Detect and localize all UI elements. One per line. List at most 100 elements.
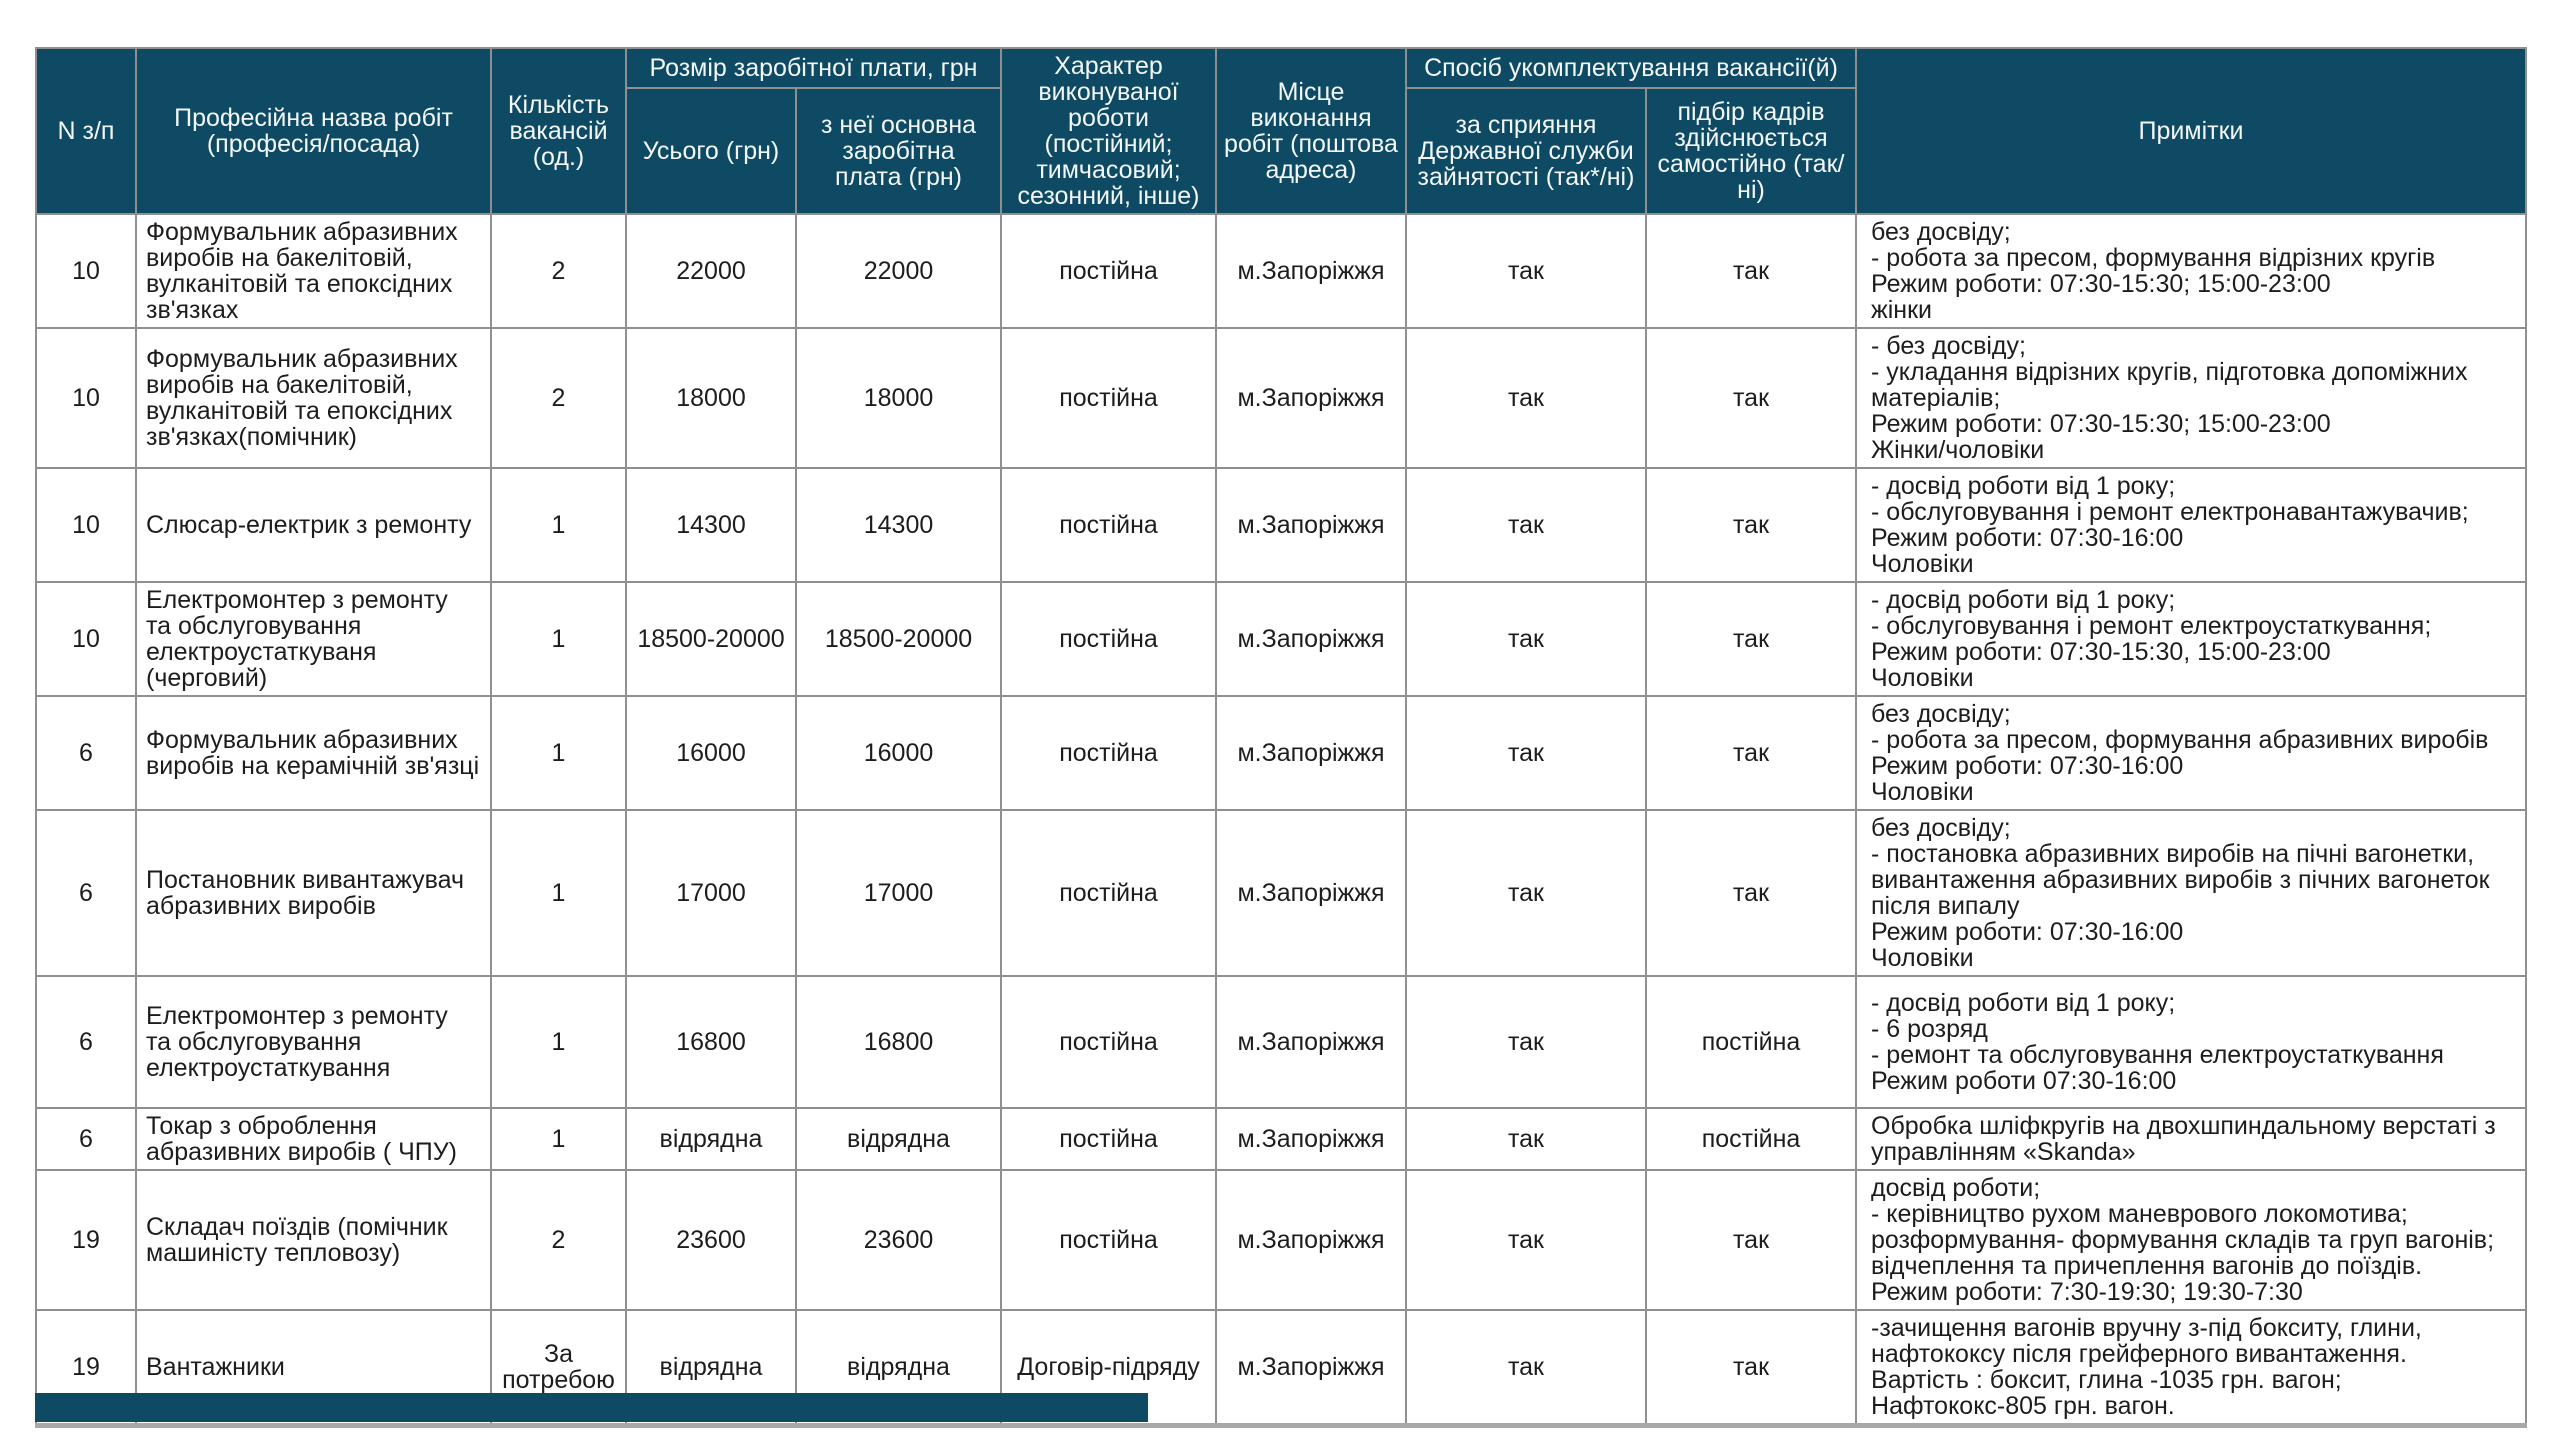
notes-cell: досвід роботи; - керівництво рухом манев… [1855,1169,2528,1311]
table-row: 6 Постановник вивантажувач абразивних ви… [35,809,2528,977]
self-recruit-cell: постійна [1644,1107,1858,1171]
work-place-cell: м.Запоріжжя [1215,581,1407,697]
work-place-cell: м.Запоріжжя [1215,1169,1407,1311]
vacancies-cell: 1 [490,1107,627,1171]
self-recruit-cell: так [1644,1169,1858,1311]
row-number: 10 [35,213,137,329]
header-salary-base: з неї основна заробітна плата (грн) [795,86,1002,216]
vacancies-table: N з/п Професійна назва робіт (професія/п… [35,47,2528,1428]
row-number: 10 [35,581,137,697]
salary-total-cell: 22000 [625,213,797,329]
profession-cell: Формувальник абразивних виробів на керам… [135,695,492,811]
via-service-cell: так [1405,975,1647,1109]
salary-base-cell: 16000 [795,695,1002,811]
notes-cell: -зачищення вагонів вручну з-під бокситу,… [1855,1309,2528,1427]
work-nature-cell: постійна [1000,695,1217,811]
profession-cell: Електромонтер з ремонту та обслуговуванн… [135,975,492,1109]
work-place-cell: м.Запоріжжя [1215,809,1407,977]
self-recruit-cell: так [1644,581,1858,697]
self-recruit-cell: постійна [1644,975,1858,1109]
via-service-cell: так [1405,213,1647,329]
vacancies-cell: 2 [490,327,627,469]
work-place-cell: м.Запоріжжя [1215,467,1407,583]
header-num: N з/п [35,47,137,215]
profession-cell: Електромонтер з ремонту та обслуговуванн… [135,581,492,697]
salary-base-cell: 17000 [795,809,1002,977]
salary-total-cell: 18000 [625,327,797,469]
header-salary-group: Розмір заробітної плати, грн [625,47,1002,89]
salary-total-cell: 14300 [625,467,797,583]
via-service-cell: так [1405,581,1647,697]
self-recruit-cell: так [1644,695,1858,811]
table-body: 10 Формувальник абразивних виробів на ба… [35,213,2528,1427]
header-self-recruitment: підбір кадрів здійснюється самостійно (т… [1644,86,1858,216]
profession-cell: Складач поїздів (помічник машиністу тепл… [135,1169,492,1311]
next-section-header-bar [35,1393,1148,1422]
salary-total-cell: відрядна [625,1107,797,1171]
work-nature-cell: постійна [1000,327,1217,469]
vacancies-cell: 1 [490,809,627,977]
vacancies-cell: 1 [490,695,627,811]
table-row: 6 Електромонтер з ремонту та обслуговува… [35,975,2528,1109]
notes-cell: - без досвіду; - укладання відрізних кру… [1855,327,2528,469]
header-work-nature: Характер виконуваної роботи (постійний; … [1000,47,1217,215]
vacancies-cell: 1 [490,975,627,1109]
profession-cell: Формувальник абразивних виробів на бакел… [135,213,492,329]
via-service-cell: так [1405,1309,1647,1427]
table-row: 6 Формувальник абразивних виробів на кер… [35,695,2528,811]
notes-cell: - досвід роботи від 1 року; - обслуговув… [1855,467,2528,583]
profession-cell: Слюсар-електрик з ремонту [135,467,492,583]
salary-total-cell: 23600 [625,1169,797,1311]
salary-base-cell: 18500-20000 [795,581,1002,697]
header-notes: Примітки [1855,47,2528,215]
profession-cell: Формувальник абразивних виробів на бакел… [135,327,492,469]
header-vacancies: Кількість вакансій (од.) [490,47,627,215]
table-row: 6 Токар з оброблення абразивних виробів … [35,1107,2528,1171]
work-nature-cell: постійна [1000,1107,1217,1171]
header-work-place: Місце виконання робіт (поштова адреса) [1215,47,1407,215]
notes-cell: без досвіду; - робота за пресом, формува… [1855,695,2528,811]
table-header: N з/п Професійна назва робіт (професія/п… [35,47,2528,216]
salary-base-cell: 23600 [795,1169,1002,1311]
profession-cell: Токар з оброблення абразивних виробів ( … [135,1107,492,1171]
work-place-cell: м.Запоріжжя [1215,327,1407,469]
notes-cell: без досвіду; - робота за пресом, формува… [1855,213,2528,329]
notes-cell: - досвід роботи від 1 року; - 6 розряд -… [1855,975,2528,1109]
via-service-cell: так [1405,1107,1647,1171]
via-service-cell: так [1405,695,1647,811]
row-number: 10 [35,327,137,469]
notes-cell: - досвід роботи від 1 року; - обслуговув… [1855,581,2528,697]
header-via-employment-service: за сприяння Державної служби зайнятості … [1405,86,1647,216]
salary-base-cell: 16800 [795,975,1002,1109]
salary-base-cell: 22000 [795,213,1002,329]
work-place-cell: м.Запоріжжя [1215,695,1407,811]
self-recruit-cell: так [1644,327,1858,469]
salary-total-cell: 16000 [625,695,797,811]
salary-base-cell: 14300 [795,467,1002,583]
salary-base-cell: відрядна [795,1107,1002,1171]
table-row: 10 Формувальник абразивних виробів на ба… [35,213,2528,329]
self-recruit-cell: так [1644,213,1858,329]
table-row: 10 Слюсар-електрик з ремонту 1 14300 143… [35,467,2528,583]
row-number: 6 [35,809,137,977]
notes-cell: Обробка шліфкругів на двохшпиндальному в… [1855,1107,2528,1171]
row-number: 10 [35,467,137,583]
row-number: 6 [35,695,137,811]
header-row-groups: N з/п Професійна назва робіт (професія/п… [35,47,2528,215]
header-profession: Професійна назва робіт (професія/посада) [135,47,492,215]
work-nature-cell: постійна [1000,809,1217,977]
header-salary-total: Усього (грн) [625,86,797,216]
work-place-cell: м.Запоріжжя [1215,1309,1407,1427]
salary-total-cell: 18500-20000 [625,581,797,697]
work-nature-cell: постійна [1000,581,1217,697]
via-service-cell: так [1405,809,1647,977]
salary-total-cell: 16800 [625,975,797,1109]
vacancies-cell: 1 [490,581,627,697]
notes-cell: без досвіду; - постановка абразивних вир… [1855,809,2528,977]
via-service-cell: так [1405,467,1647,583]
self-recruit-cell: так [1644,1309,1858,1427]
work-place-cell: м.Запоріжжя [1215,975,1407,1109]
table-row: 10 Електромонтер з ремонту та обслуговув… [35,581,2528,697]
salary-total-cell: 17000 [625,809,797,977]
self-recruit-cell: так [1644,809,1858,977]
